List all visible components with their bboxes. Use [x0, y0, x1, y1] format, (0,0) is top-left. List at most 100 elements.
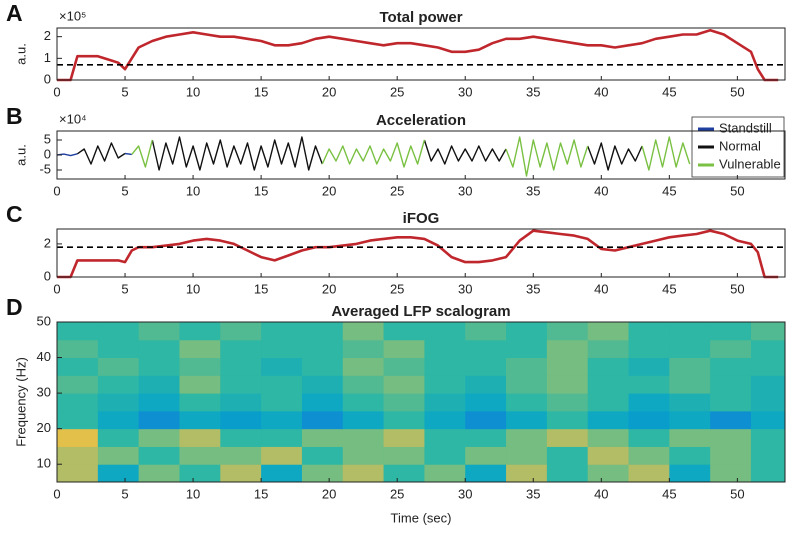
- x-tick-label: 15: [254, 281, 268, 296]
- panel-label: A: [6, 0, 23, 26]
- heatmap-cell: [342, 464, 385, 483]
- heatmap-cell: [750, 428, 786, 447]
- heatmap-cell: [465, 464, 507, 483]
- heatmap-cell: [57, 357, 99, 376]
- plot-frame: [56, 130, 786, 180]
- heatmap-cell: [587, 446, 630, 465]
- x-tick-label: 50: [730, 281, 744, 296]
- heatmap-cell: [506, 375, 548, 394]
- heatmap-cell: [587, 428, 630, 447]
- heatmap-cell: [424, 375, 466, 394]
- heatmap-cell: [710, 357, 752, 376]
- heatmap-cell: [465, 428, 507, 447]
- x-tick-label: 15: [254, 183, 268, 198]
- heatmap-cell: [97, 357, 140, 376]
- heatmap-cell: [710, 428, 752, 447]
- heatmap-cell: [57, 393, 99, 412]
- heatmap-cell: [57, 410, 99, 430]
- heatmap-cell: [506, 357, 548, 376]
- chart-title: Averaged LFP scalogram: [331, 303, 510, 320]
- y-tick-label: 5: [44, 131, 51, 146]
- x-tick-label: 50: [730, 183, 744, 198]
- heatmap-cell: [97, 339, 140, 359]
- x-tick-label: 30: [458, 486, 472, 501]
- heatmap-cell: [424, 357, 466, 376]
- heatmap-cell: [424, 393, 466, 412]
- series-line: [76, 136, 643, 171]
- heatmap-cell: [710, 375, 752, 394]
- x-tick-label: 0: [53, 281, 60, 296]
- x-tick-label: 30: [458, 84, 472, 99]
- heatmap-cell: [179, 375, 221, 394]
- heatmap-cell: [750, 464, 786, 483]
- heatmap-cell: [138, 357, 180, 376]
- heatmap-cell: [546, 357, 589, 376]
- heatmap-cell: [710, 393, 752, 412]
- heatmap-cell: [261, 393, 303, 412]
- y-tick-label: 20: [37, 420, 51, 435]
- heatmap-cell: [179, 428, 221, 447]
- x-tick-label: 20: [322, 281, 336, 296]
- heatmap-cell: [506, 446, 548, 465]
- heatmap-cell: [587, 375, 630, 394]
- heatmap-cell: [424, 464, 466, 483]
- heatmap-cell: [424, 446, 466, 465]
- x-tick-label: 10: [186, 486, 200, 501]
- heatmap-cell: [179, 322, 221, 341]
- heatmap-cell: [669, 410, 711, 430]
- legend-label: Vulnerable: [719, 156, 781, 171]
- heatmap-cell: [546, 446, 589, 465]
- heatmap-cell: [220, 446, 262, 465]
- x-tick-label: 40: [594, 281, 608, 296]
- x-tick-label: 5: [121, 486, 128, 501]
- heatmap-cell: [465, 393, 507, 412]
- heatmap-cell: [506, 339, 548, 359]
- x-tick-label: 0: [53, 183, 60, 198]
- series-line: [131, 136, 691, 177]
- heatmap-cell: [546, 393, 589, 412]
- heatmap-cell: [97, 410, 140, 430]
- heatmap-cell: [628, 357, 670, 376]
- heatmap-cell: [546, 464, 589, 483]
- heatmap-cell: [261, 410, 303, 430]
- x-tick-label: 15: [254, 486, 268, 501]
- heatmap-cell: [220, 322, 262, 341]
- x-tick-label: 40: [594, 84, 608, 99]
- heatmap-cell: [628, 339, 670, 359]
- x-tick-label: 25: [390, 84, 404, 99]
- heatmap-cell: [138, 322, 180, 341]
- heatmap-cell: [750, 375, 786, 394]
- heatmap-cell: [97, 464, 140, 483]
- heatmap-cell: [138, 375, 180, 394]
- heatmap-cell: [465, 339, 507, 359]
- heatmap-cell: [587, 464, 630, 483]
- plot-frame: [56, 27, 786, 81]
- x-tick-label: 35: [526, 281, 540, 296]
- heatmap-cell: [220, 464, 262, 483]
- heatmap-cell: [57, 375, 99, 394]
- heatmap-cell: [669, 464, 711, 483]
- heatmap-cell: [750, 446, 786, 465]
- heatmap-cell: [138, 464, 180, 483]
- y-axis-label: a.u.: [13, 43, 28, 65]
- x-tick-label: 40: [594, 486, 608, 501]
- heatmap-cell: [424, 339, 466, 359]
- x-tick-label: 15: [254, 84, 268, 99]
- heatmap-cell: [97, 428, 140, 447]
- heatmap-cell: [546, 322, 589, 341]
- heatmap-cell: [669, 375, 711, 394]
- y-exponent: ×10⁴: [59, 111, 87, 126]
- x-tick-label: 35: [526, 486, 540, 501]
- x-tick-label: 50: [730, 486, 744, 501]
- heatmap-cell: [587, 410, 630, 430]
- heatmap-cell: [261, 339, 303, 359]
- heatmap-cell: [301, 410, 344, 430]
- heatmap-cell: [342, 393, 385, 412]
- heatmap-cell: [301, 322, 344, 341]
- heatmap-cell: [669, 357, 711, 376]
- heatmap-cell: [342, 339, 385, 359]
- y-tick-label: 0: [44, 71, 51, 86]
- y-tick-label: 0: [44, 146, 51, 161]
- heatmap-cell: [587, 322, 630, 341]
